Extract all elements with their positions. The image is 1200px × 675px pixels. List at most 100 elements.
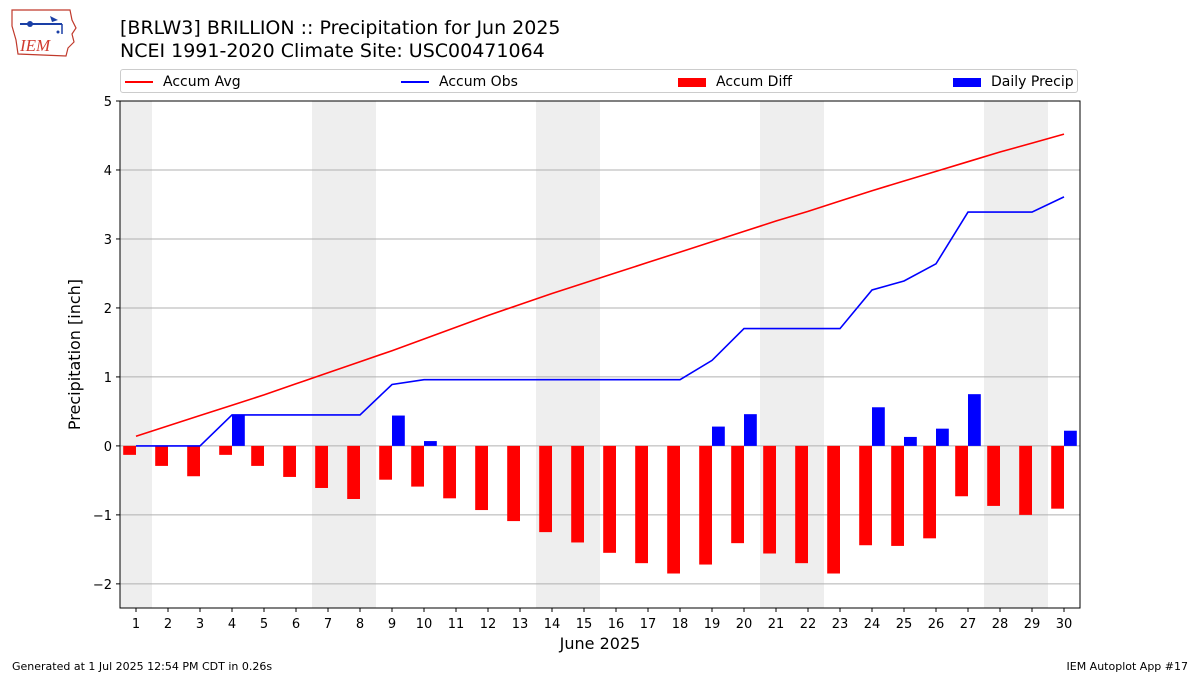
x-tick-label: 26	[928, 617, 945, 632]
legend-item-accum-avg: Accum Avg	[125, 70, 241, 94]
weekend-band	[1016, 101, 1048, 608]
footer-app-label: IEM Autoplot App #17	[1066, 660, 1189, 673]
x-tick-label: 8	[356, 617, 364, 632]
x-tick-label: 1	[132, 617, 140, 632]
accum-diff-bar	[763, 445, 776, 554]
legend-item-accum-obs: Accum Obs	[401, 70, 518, 94]
legend-label: Daily Precip	[991, 74, 1074, 90]
accum-diff-bar	[283, 445, 296, 477]
accum-diff-bar	[155, 445, 168, 466]
accum-diff-bar	[379, 445, 392, 480]
legend-item-daily-precip: Daily Precip	[953, 70, 1074, 94]
x-tick-label: 30	[1056, 617, 1073, 632]
legend-label: Accum Avg	[163, 74, 241, 90]
accum-diff-bar	[251, 445, 264, 466]
y-tick-label: 1	[104, 371, 112, 386]
accum-diff-bar	[923, 445, 936, 539]
weekend-band	[344, 101, 376, 608]
x-tick-label: 19	[704, 617, 721, 632]
accum-diff-bar	[507, 445, 520, 522]
y-tick-label: −1	[93, 509, 112, 524]
daily-precip-bar	[1064, 430, 1077, 446]
line-series	[135, 133, 1065, 447]
x-tick-label: 20	[736, 617, 753, 632]
weekend-band	[984, 101, 1016, 608]
y-axis-label: Precipitation [inch]	[65, 279, 84, 430]
x-tick-label: 23	[832, 617, 849, 632]
x-tick-label: 5	[260, 617, 268, 632]
accum-diff-bar	[315, 445, 328, 488]
legend-item-accum-diff: Accum Diff	[678, 70, 792, 94]
x-tick-label: 25	[896, 617, 913, 632]
accum-diff-bar	[891, 445, 904, 546]
weekend-band	[312, 101, 344, 608]
bar-series	[123, 394, 1077, 574]
x-tick-label: 21	[768, 617, 785, 632]
x-tick-label: 10	[416, 617, 433, 632]
daily-precip-bar	[968, 394, 981, 446]
y-tick-label: −2	[93, 578, 112, 593]
daily-precip-bar	[744, 414, 757, 446]
accum-diff-bar	[827, 445, 840, 574]
accum-diff-bar	[571, 445, 584, 543]
accum-avg-line	[135, 133, 1065, 437]
accum-diff-bar	[219, 445, 232, 455]
accum-diff-bar	[443, 445, 456, 499]
accum-diff-bar	[123, 445, 136, 455]
x-tick-label: 28	[992, 617, 1009, 632]
chart-subtitle: NCEI 1991-2020 Climate Site: USC00471064	[120, 40, 545, 62]
x-tick-label: 12	[480, 617, 497, 632]
accum-diff-bar	[411, 445, 424, 487]
accum-obs-line	[136, 196, 1065, 447]
x-tick-label: 24	[864, 617, 881, 632]
plot-frame	[119, 100, 1081, 609]
accum-diff-bar	[955, 445, 968, 497]
legend-swatch	[125, 81, 153, 83]
x-tick-label: 7	[324, 617, 332, 632]
x-tick-label: 15	[576, 617, 593, 632]
x-tick-label: 11	[448, 617, 465, 632]
x-tick-label: 14	[544, 617, 561, 632]
accum-diff-bar	[731, 445, 744, 544]
legend-swatch	[401, 81, 429, 83]
x-tick-label: 18	[672, 617, 689, 632]
daily-precip-bar	[424, 441, 437, 446]
y-tick-label: 0	[104, 440, 112, 455]
accum-diff-bar	[347, 445, 360, 500]
x-tick-label: 17	[640, 617, 657, 632]
accum-diff-bar	[539, 445, 552, 533]
accum-diff-bar	[635, 445, 648, 564]
legend-swatch	[953, 77, 981, 87]
svg-text:IEM: IEM	[19, 36, 51, 55]
iem-logo: IEM	[11, 9, 77, 57]
accum-diff-bar	[187, 445, 200, 477]
x-tick-label: 2	[164, 617, 172, 632]
x-axis-label: June 2025	[559, 634, 641, 653]
legend-label: Accum Diff	[716, 74, 793, 90]
daily-precip-bar	[392, 415, 405, 446]
x-tick-label: 4	[228, 617, 236, 632]
y-tick-label: 2	[104, 302, 112, 317]
weekend-band	[120, 101, 152, 608]
accum-diff-bar	[699, 445, 712, 565]
footer-generated-text: Generated at 1 Jul 2025 12:54 PM CDT in …	[12, 660, 273, 673]
daily-precip-bar	[232, 414, 245, 446]
legend-swatch	[678, 77, 706, 87]
accum-diff-bar	[1019, 445, 1032, 515]
legend-label: Accum Obs	[439, 74, 518, 90]
x-tick-label: 6	[292, 617, 300, 632]
x-tick-label: 13	[512, 617, 529, 632]
daily-precip-bar	[872, 407, 885, 446]
chart-title: [BRLW3] BRILLION :: Precipitation for Ju…	[120, 17, 561, 39]
accum-diff-bar	[603, 445, 616, 553]
chart-legend: Accum Avg Accum Obs Accum Diff Daily Pre…	[120, 69, 1078, 93]
daily-precip-bar	[936, 428, 949, 446]
y-tick-label: 4	[104, 164, 112, 179]
accum-diff-bar	[475, 445, 488, 511]
accum-diff-bar	[1051, 445, 1064, 509]
y-tick-label: 3	[104, 233, 112, 248]
daily-precip-bar	[712, 426, 725, 446]
accum-diff-bar	[859, 445, 872, 546]
